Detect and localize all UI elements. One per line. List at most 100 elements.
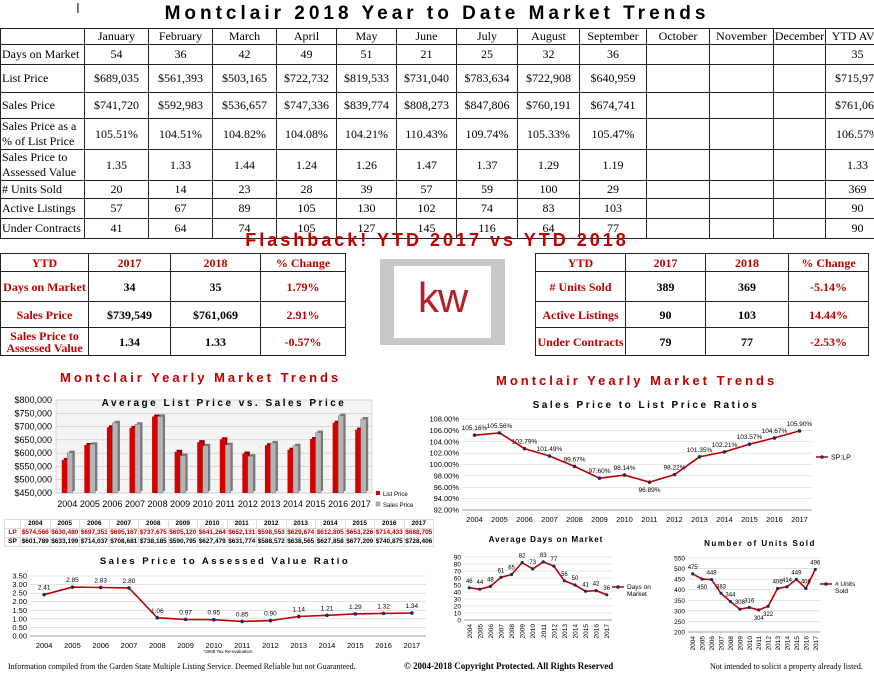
lsp-value: $612,805 bbox=[315, 528, 346, 538]
page-title: Montclair 2018 Year to Date Market Trend… bbox=[164, 3, 710, 24]
data-point bbox=[572, 464, 577, 469]
lsp-value: $740,875 bbox=[374, 537, 405, 547]
table-cell: 104.21% bbox=[336, 118, 397, 150]
ytd-row: Sales Price $739,549 $761,069 2.91% bbox=[0, 301, 346, 328]
data-label: 1.06 bbox=[151, 608, 164, 615]
ytd-row: Active Listings 90 103 14.44% bbox=[535, 301, 869, 328]
y-tick-label: $700,000 bbox=[14, 422, 52, 432]
y-tick-label: 100.00% bbox=[429, 460, 459, 469]
y-tick-label: 70 bbox=[454, 569, 462, 576]
ytd-row: Sales Price to Assessed Value 1.34 1.33 -0.… bbox=[0, 327, 346, 356]
y-tick-label: 30 bbox=[454, 597, 462, 604]
table-cell bbox=[773, 92, 826, 119]
table-cell: 51 bbox=[336, 44, 397, 65]
lsp-header-row: 2004 2005 2006 2007 2008 2009 2010 2011 2012 2013… bbox=[4, 519, 434, 529]
x-tick-label: 2014 bbox=[283, 499, 303, 509]
row-label: Sales Price as a % of List Price bbox=[0, 118, 85, 150]
text-cursor-icon: I bbox=[76, 2, 80, 17]
lsp-value: $737,675 bbox=[138, 528, 169, 538]
ytd-left-table: YTD 2017 2018% Change Days on Market 34 35 1.7… bbox=[0, 253, 346, 356]
ytd-header-cell: 2018 bbox=[705, 253, 789, 272]
legend-sales-price: Sales Price bbox=[383, 503, 414, 509]
row-label: Sales Price to Assessed Value bbox=[0, 149, 85, 181]
lsp-value: $598,553 bbox=[256, 528, 287, 538]
bar-sales-price bbox=[360, 418, 367, 494]
table-cell: $783,634 bbox=[456, 64, 518, 93]
x-tick-label: 2007 bbox=[121, 641, 138, 650]
table-cell bbox=[646, 44, 710, 65]
table-cell bbox=[773, 64, 826, 93]
lsp-label: SP bbox=[4, 537, 21, 547]
ytd-cell: 1.79% bbox=[260, 271, 346, 302]
data-point bbox=[155, 616, 160, 620]
y-tick-label: 20 bbox=[454, 604, 462, 611]
ytd-header-row: YTD 2017 2018% Change bbox=[0, 253, 346, 272]
month-header: August bbox=[517, 28, 580, 45]
table-cell: 1.44 bbox=[212, 149, 277, 181]
lsp-year: 2008 bbox=[138, 519, 169, 529]
x-tick-label: 2008 bbox=[509, 624, 516, 639]
data-point bbox=[747, 442, 752, 446]
legend-marker bbox=[616, 585, 620, 589]
x-tick-label: 2008 bbox=[566, 515, 583, 524]
table-cell: $722,908 bbox=[517, 64, 580, 93]
x-tick-label: 2005 bbox=[491, 515, 508, 524]
ytd-header-cell: % Change bbox=[788, 253, 869, 272]
bar-list-price bbox=[332, 422, 339, 493]
lsp-row: LP $574,566 $630,480 $697,351 $695,167 $737,6… bbox=[4, 528, 434, 538]
x-tick-label: 2012 bbox=[666, 515, 683, 524]
x-tick-label: 2011 bbox=[216, 499, 235, 509]
lsp-value: $728,406 bbox=[403, 537, 434, 547]
series-line bbox=[43, 586, 412, 623]
y-tick-label: 500 bbox=[674, 566, 685, 573]
ytd-cell: 35 bbox=[170, 271, 261, 302]
y-tick-label: 0.50 bbox=[12, 623, 27, 632]
table-row: Active Listings 57 67 89 105 130 102 74 83 103 90 bbox=[0, 198, 874, 219]
ytd-cell: 1.33 bbox=[170, 327, 261, 356]
data-point bbox=[42, 592, 46, 597]
footer-note: Not intended to solicit a property alrea… bbox=[710, 662, 863, 671]
y-tick-label: $600,000 bbox=[14, 448, 52, 458]
table-row: Sales Price $741,720 $592,983 $536,657 $747,… bbox=[0, 92, 874, 119]
y-tick-label: 250 bbox=[674, 619, 685, 626]
data-point bbox=[467, 586, 471, 590]
x-tick-label: 2011 bbox=[234, 641, 250, 650]
table-cell bbox=[646, 118, 710, 150]
lsp-value: $627,479 bbox=[197, 537, 228, 547]
table-cell: 102 bbox=[396, 198, 457, 219]
table-cell: 1.47 bbox=[396, 149, 457, 181]
table-cell: $561,393 bbox=[148, 64, 213, 93]
x-tick-label: 2005 bbox=[477, 624, 484, 639]
bar-sales-price bbox=[292, 445, 299, 494]
table-cell: $674,741 bbox=[579, 92, 647, 119]
y-tick-label: 400 bbox=[674, 587, 685, 594]
table-cell: 104.51% bbox=[148, 118, 213, 150]
data-label: 449 bbox=[791, 570, 802, 576]
table-cell: 77 bbox=[579, 218, 647, 239]
legend-swatch-sales bbox=[375, 501, 381, 507]
y-tick-label: 1.00 bbox=[12, 614, 27, 623]
y-tick-label: 300 bbox=[674, 608, 685, 615]
data-label: 1.34 bbox=[406, 603, 419, 610]
x-tick-label: 2010 bbox=[530, 624, 537, 639]
ytd-cell: -5.14% bbox=[788, 271, 869, 302]
x-tick-label: 2008 bbox=[149, 641, 166, 650]
lsp-year: 2004 bbox=[20, 519, 51, 529]
table-cell bbox=[773, 118, 826, 150]
y-tick-label: 450 bbox=[674, 577, 685, 584]
y-tick-label: $800,000 bbox=[14, 395, 52, 405]
table-cell: 20 bbox=[84, 180, 149, 199]
table-cell: 35 bbox=[825, 44, 874, 65]
table-cell bbox=[646, 64, 710, 93]
table-cell bbox=[709, 198, 774, 219]
x-tick-label: 2008 bbox=[728, 636, 735, 651]
y-tick-label: 108.00% bbox=[429, 415, 459, 424]
table-cell: 103 bbox=[579, 198, 647, 219]
ytd-cell: Days on Market bbox=[0, 271, 89, 302]
x-tick-label: 2016 bbox=[328, 499, 348, 509]
data-point bbox=[325, 613, 329, 618]
x-tick-label: 2013 bbox=[775, 636, 782, 651]
lsp-year: 2015 bbox=[344, 519, 375, 529]
lsp-year: 2010 bbox=[197, 519, 228, 529]
lsp-year: 2009 bbox=[167, 519, 198, 529]
